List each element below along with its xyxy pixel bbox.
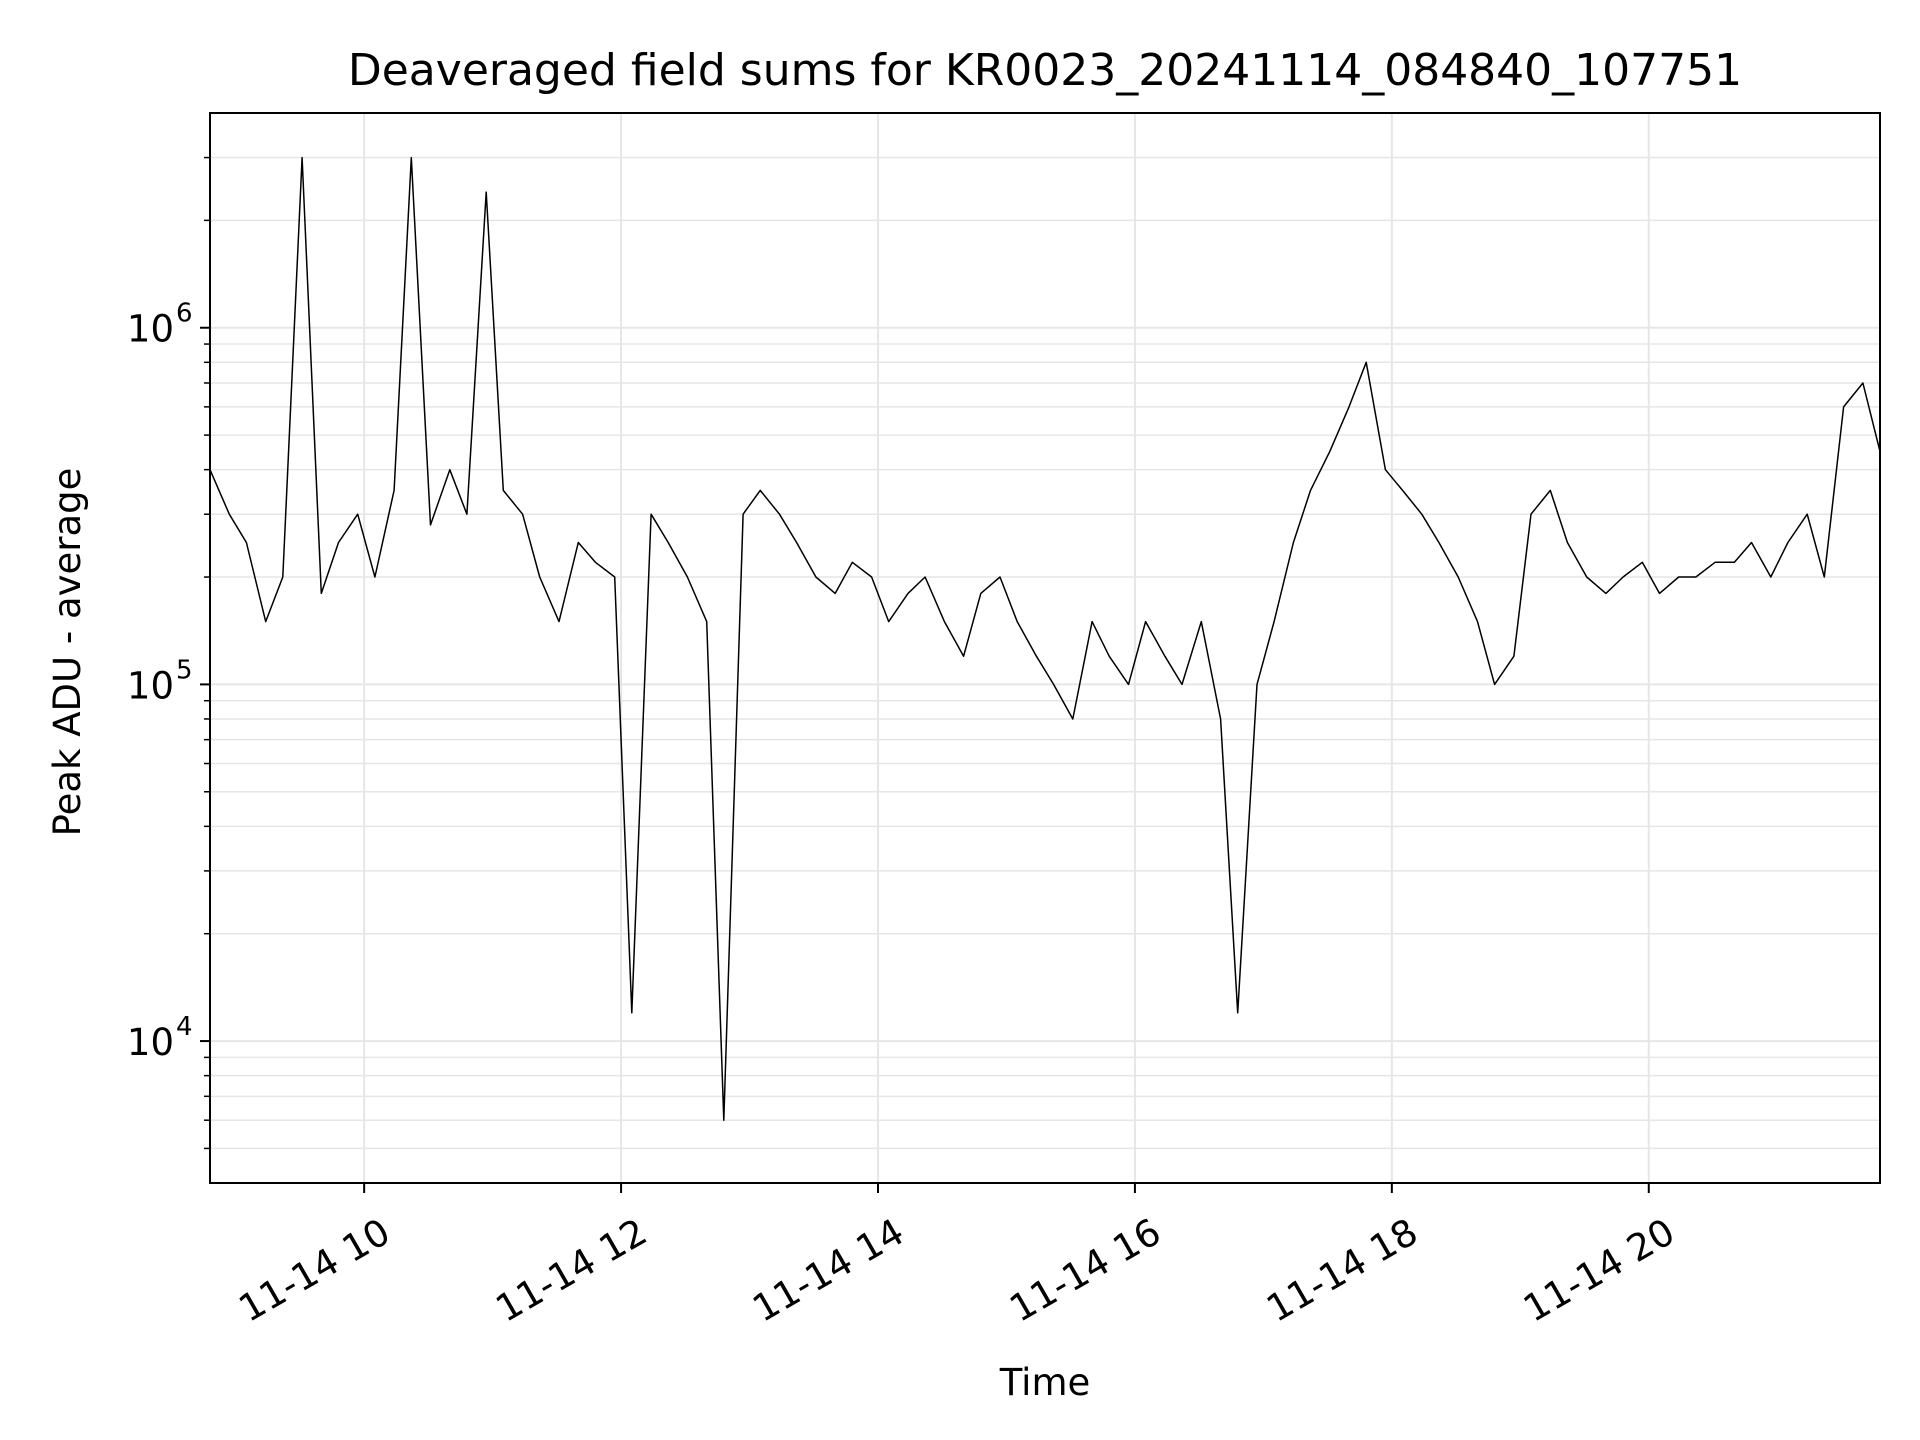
series-layer	[209, 156, 1881, 1121]
plot-frame	[209, 112, 1881, 1184]
series-line	[209, 156, 1881, 1121]
y-tick-exponent: 5	[176, 655, 193, 685]
y-tick-label: 10	[127, 664, 174, 707]
grid-lines	[210, 113, 1880, 1183]
x-axis-label: Time	[999, 1361, 1091, 1404]
y-axis-label: Peak ADU - average	[46, 468, 89, 837]
y-tick-label: 10	[127, 308, 174, 351]
y-tick-exponent: 4	[176, 1012, 193, 1042]
y-tick-exponent: 6	[176, 299, 193, 329]
chart-title: Deaveraged field sums for KR0023_2024111…	[348, 45, 1742, 96]
y-tick-label: 10	[127, 1021, 174, 1064]
